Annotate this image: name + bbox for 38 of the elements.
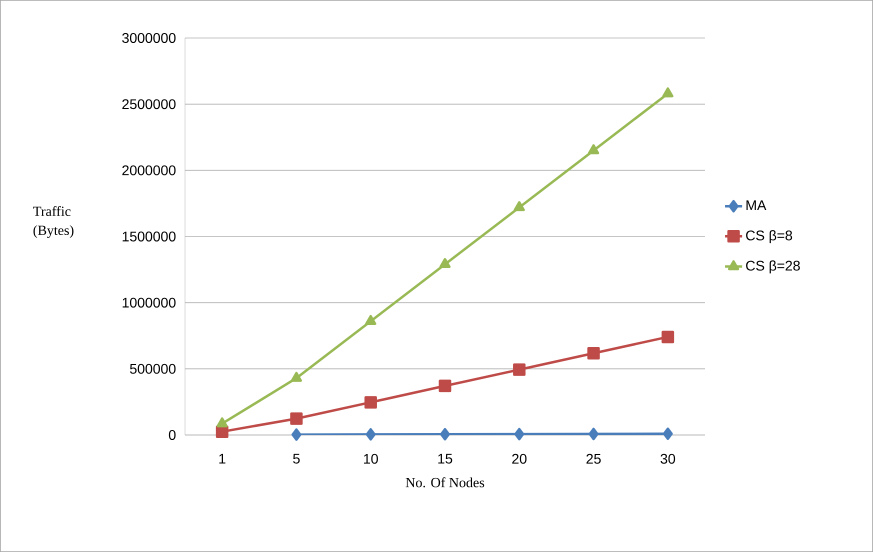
x-tick-label: 5 bbox=[293, 454, 300, 464]
point bbox=[440, 428, 450, 440]
x-tick-label: 1 bbox=[219, 454, 226, 464]
point bbox=[514, 428, 524, 440]
point bbox=[290, 412, 303, 425]
point bbox=[291, 428, 302, 441]
point bbox=[588, 144, 600, 154]
y-tick-label: 1000000 bbox=[122, 298, 176, 308]
y-axis-title: Traffic (Bytes) bbox=[33, 206, 74, 238]
x-tick-label: 15 bbox=[438, 454, 452, 464]
x-tick-label: 30 bbox=[660, 454, 676, 464]
point bbox=[588, 428, 599, 440]
point bbox=[662, 428, 673, 440]
y-tick-label: 2500000 bbox=[122, 99, 176, 110]
point bbox=[513, 363, 526, 376]
x-tick-label: 10 bbox=[364, 454, 378, 464]
point bbox=[366, 428, 376, 441]
legend-label: MA bbox=[746, 200, 766, 210]
point bbox=[364, 396, 377, 409]
point bbox=[587, 346, 600, 360]
point bbox=[439, 258, 451, 268]
x-tick-label: 25 bbox=[586, 454, 601, 464]
legend-label: CS β=28 bbox=[746, 260, 800, 274]
point bbox=[662, 330, 674, 344]
point bbox=[514, 201, 525, 212]
point bbox=[662, 87, 674, 98]
legend-label: CS β=8 bbox=[746, 230, 792, 244]
point bbox=[365, 314, 376, 325]
point bbox=[438, 380, 452, 392]
y-tick-label: 2000000 bbox=[122, 165, 176, 176]
x-tick-label: 20 bbox=[512, 454, 527, 464]
x-axis-title: No. Of Nodes bbox=[406, 477, 484, 488]
point bbox=[290, 372, 302, 382]
y-tick-label: 3000000 bbox=[122, 33, 176, 43]
point bbox=[216, 417, 228, 428]
y-tick-label: 1500000 bbox=[122, 232, 176, 242]
y-tick-label: 500000 bbox=[130, 364, 176, 374]
y-tick-label: 0 bbox=[168, 430, 176, 440]
